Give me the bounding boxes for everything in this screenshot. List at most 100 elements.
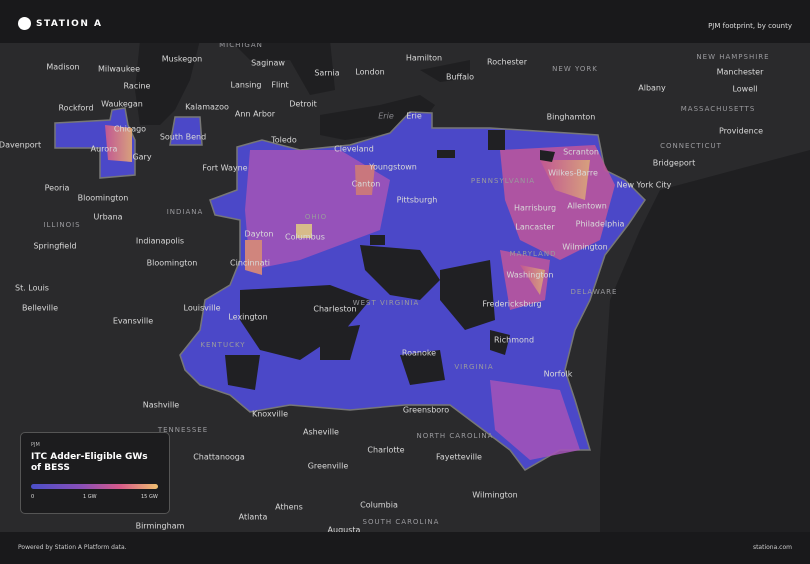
city-label: Sarnia xyxy=(314,69,339,78)
city-label: Wilmington xyxy=(472,491,517,500)
city-label: Chattanooga xyxy=(193,453,245,462)
legend: PJM ITC Adder-Eligible GWs of BESS 0 1 G… xyxy=(20,432,170,514)
state-label: OHIO xyxy=(305,213,327,221)
city-label: Columbus xyxy=(285,233,325,242)
city-label: Springfield xyxy=(33,242,76,251)
city-label: Birmingham xyxy=(136,522,185,531)
city-label: Davenport xyxy=(0,141,41,150)
city-label: Albany xyxy=(638,84,666,93)
legend-tick: 15 GW xyxy=(141,494,158,500)
city-label: Bloomington xyxy=(147,259,198,268)
water-label: Erie xyxy=(378,112,394,121)
city-label: Bloomington xyxy=(78,194,129,203)
brand: STATION A xyxy=(36,19,103,29)
state-label: CONNECTICUT xyxy=(660,142,722,150)
city-label: Canton xyxy=(352,180,381,189)
state-label: NORTH CAROLINA xyxy=(417,432,494,440)
state-label: PENNSYLVANIA xyxy=(471,177,535,185)
city-label: Wilmington xyxy=(562,243,607,252)
city-label: Indianapolis xyxy=(136,237,184,246)
footer-note: Powered by Station A Platform data. xyxy=(18,544,127,551)
city-label: Buffalo xyxy=(446,73,474,82)
high-counties xyxy=(105,125,615,460)
city-label: Binghamton xyxy=(547,113,596,122)
city-label: Chicago xyxy=(114,125,146,134)
city-label: Gary xyxy=(132,153,151,162)
city-label: South Bend xyxy=(160,133,206,142)
city-label: Scranton xyxy=(563,148,599,157)
state-label: ILLINOIS xyxy=(43,221,80,229)
city-label: Bridgeport xyxy=(653,159,695,168)
city-label: Roanoke xyxy=(402,349,436,358)
city-label: Detroit xyxy=(289,100,317,109)
city-label: Kalamazoo xyxy=(185,103,229,112)
state-label: DELAWARE xyxy=(571,288,618,296)
city-label: Philadelphia xyxy=(576,220,625,229)
city-label: Cincinnati xyxy=(230,259,270,268)
city-label: Manchester xyxy=(717,68,764,77)
city-label: Atlanta xyxy=(239,513,268,522)
footer: Powered by Station A Platform data. stat… xyxy=(0,532,810,564)
city-label: Lowell xyxy=(732,85,757,94)
city-label: Flint xyxy=(271,81,288,90)
subtitle: PJM footprint, by county xyxy=(708,22,792,30)
state-label: MARYLAND xyxy=(510,250,557,258)
city-label: Erie xyxy=(406,112,422,121)
city-label: Charleston xyxy=(313,305,356,314)
city-label: Augusta xyxy=(328,526,361,533)
city-label: Fayetteville xyxy=(436,453,482,462)
city-label: Waukegan xyxy=(101,100,143,109)
city-label: New York City xyxy=(617,181,672,190)
city-label: Norfolk xyxy=(544,370,573,379)
city-label: Charlotte xyxy=(367,446,404,455)
city-label: Muskegon xyxy=(162,55,202,64)
state-label: MASSACHUSETTS xyxy=(681,105,756,113)
state-label: NEW HAMPSHIRE xyxy=(696,53,769,61)
legend-region: PJM xyxy=(31,442,40,448)
city-label: Pittsburgh xyxy=(397,196,438,205)
water xyxy=(135,43,810,532)
city-label: Madison xyxy=(46,63,79,72)
city-label: Wilkes-Barre xyxy=(548,169,598,178)
no-eligibility-counties xyxy=(225,130,555,390)
city-label: Richmond xyxy=(494,336,534,345)
city-label: Greenville xyxy=(308,462,349,471)
city-label: Lexington xyxy=(228,313,267,322)
state-label: NEW YORK xyxy=(552,65,598,73)
city-label: Louisville xyxy=(184,304,221,313)
city-label: Knoxville xyxy=(252,410,288,419)
city-label: Belleville xyxy=(22,304,58,313)
city-label: Urbana xyxy=(93,213,122,222)
city-label: Athens xyxy=(275,503,303,512)
city-label: Harrisburg xyxy=(514,204,556,213)
city-label: Washington xyxy=(506,271,553,280)
city-label: Youngstown xyxy=(368,163,417,172)
city-label: Cleveland xyxy=(334,145,374,154)
city-label: Lansing xyxy=(231,81,262,90)
legend-gradient xyxy=(31,484,158,489)
city-label: Evansville xyxy=(113,317,153,326)
city-label: Fort Wayne xyxy=(202,164,247,173)
legend-tick: 1 GW xyxy=(83,494,97,500)
state-label: SOUTH CAROLINA xyxy=(363,518,440,526)
state-label: KENTUCKY xyxy=(200,341,245,349)
header: STATION A PJM footprint, by county xyxy=(0,0,810,43)
logo xyxy=(18,17,31,30)
city-label: Toledo xyxy=(270,136,297,145)
city-label: Columbia xyxy=(360,501,398,510)
city-label: Peoria xyxy=(45,184,70,193)
city-label: London xyxy=(355,68,384,77)
footer-link[interactable]: stationa.com xyxy=(752,544,792,551)
city-label: Aurora xyxy=(91,145,118,154)
city-label: Asheville xyxy=(303,428,339,437)
state-label: WEST VIRGINIA xyxy=(353,299,420,307)
city-label: St. Louis xyxy=(15,284,49,293)
city-label: Racine xyxy=(124,82,151,91)
city-label: Rockford xyxy=(58,104,93,113)
place-labels: MICHIGAN Madison Milwaukee Muskegon Saginaw S… xyxy=(0,43,769,533)
state-label: VIRGINIA xyxy=(454,363,493,371)
state-label: INDIANA xyxy=(167,208,204,216)
city-label: Greensboro xyxy=(403,406,449,415)
legend-title: ITC Adder-Eligible GWs of BESS xyxy=(31,452,148,473)
